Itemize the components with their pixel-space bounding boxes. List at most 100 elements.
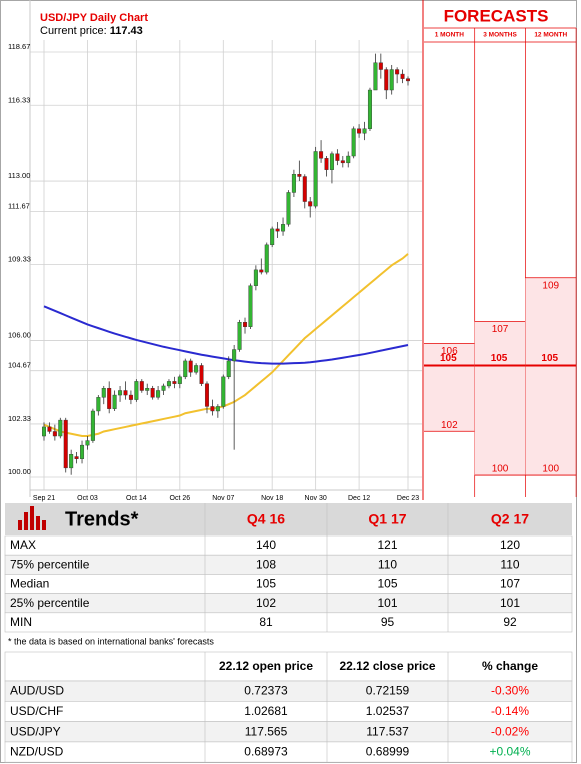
candle-body <box>335 153 340 161</box>
prices-change: -0.14% <box>491 704 529 718</box>
current-price-value: 117.43 <box>110 25 143 37</box>
trends-cell: 102 <box>256 596 276 610</box>
candle-body <box>166 381 171 387</box>
candle-body <box>324 158 329 170</box>
candle-body <box>270 228 275 246</box>
icon-bar <box>30 506 34 530</box>
current-price: Current price: 117.43 <box>40 25 143 37</box>
trends-column-label: Q4 16 <box>247 511 285 527</box>
prices-close: 117.537 <box>366 724 409 738</box>
candle-body <box>134 381 139 400</box>
candle-body <box>58 419 63 437</box>
prices-column-label: 22.12 open price <box>219 659 313 673</box>
trends-row-label: MAX <box>10 538 36 552</box>
prices-row <box>4 700 573 722</box>
prices-pair: AUD/USD <box>10 684 64 698</box>
y-tick-label: 104.67 <box>8 361 31 370</box>
candle-body <box>210 406 215 412</box>
trends-row-label: 75% percentile <box>10 557 90 571</box>
prices-change: -0.02% <box>491 724 529 738</box>
trends-row <box>4 593 573 614</box>
candle-body <box>297 174 302 177</box>
candle-body <box>395 69 400 75</box>
candle-body <box>107 388 112 409</box>
candle-body <box>378 62 383 70</box>
icon-bar <box>18 520 22 530</box>
candle-body <box>389 69 394 91</box>
x-tick-label: Nov 18 <box>261 495 283 502</box>
x-tick-label: Nov 07 <box>212 495 234 502</box>
candle-body <box>177 376 182 384</box>
candle-body <box>226 360 231 378</box>
candle-body <box>199 365 204 384</box>
candle-body <box>150 388 155 398</box>
trends-cell: 101 <box>500 596 520 610</box>
trends-icon <box>18 506 46 530</box>
forecast-low-label: 100 <box>492 464 509 475</box>
candle-body <box>232 349 237 362</box>
trends-cell: 95 <box>381 615 395 629</box>
trends-column-label: Q1 17 <box>368 511 406 527</box>
trends-row <box>4 612 573 633</box>
candle-body <box>400 73 405 79</box>
x-tick-label: Sep 21 <box>33 495 55 502</box>
forecast-range <box>525 277 577 476</box>
candle-body <box>172 381 177 384</box>
forecast-high-label: 109 <box>542 280 559 291</box>
candle-body <box>313 151 318 207</box>
candle-body <box>308 201 313 207</box>
candle-body <box>253 269 258 286</box>
x-tick-label: Oct 14 <box>126 495 147 502</box>
forecast-range <box>424 343 475 432</box>
chart-title: USD/JPY Daily Chart <box>40 12 148 24</box>
y-tick-label: 109.33 <box>8 255 31 264</box>
y-tick-label: 116.33 <box>8 95 30 104</box>
forecast-median-label: 105 <box>541 353 558 364</box>
trends-row-label: MIN <box>10 615 32 629</box>
moving-average <box>43 253 409 438</box>
y-tick-label: 113.00 <box>8 171 30 180</box>
y-tick-label: 102.33 <box>8 414 31 423</box>
candle-body <box>139 381 144 391</box>
y-tick-label: 106.00 <box>8 330 31 339</box>
candle-body <box>384 69 389 91</box>
icon-bar <box>42 520 46 530</box>
forecast-range <box>474 321 526 476</box>
forecasts-title: FORECASTS <box>444 6 549 25</box>
candle-body <box>329 153 334 170</box>
prices-open: 0.72373 <box>244 684 288 698</box>
forecast-median-label: 105 <box>491 353 508 364</box>
candle-body <box>367 89 372 129</box>
trends-header <box>5 503 572 535</box>
candle-body <box>237 322 242 350</box>
forecast-column-label: 3 MONTHS <box>483 32 517 39</box>
trends-cell: 140 <box>256 538 276 552</box>
candle-body <box>52 431 57 437</box>
x-tick-label: Dec 23 <box>397 495 419 502</box>
candle-body <box>85 440 90 446</box>
candle-body <box>188 360 193 373</box>
y-tick-label: 111.67 <box>8 201 30 210</box>
prices-open: 117.565 <box>245 724 288 738</box>
candle-body <box>346 155 351 164</box>
candle-body <box>362 128 367 134</box>
candle-body <box>42 426 47 437</box>
prices-close: 1.02537 <box>366 704 410 718</box>
trends-column-label: Q2 17 <box>491 511 529 527</box>
trends-note: * the data is based on international ban… <box>8 636 214 646</box>
prices-close: 0.68999 <box>366 745 410 759</box>
forecast-high-label: 106 <box>441 346 458 357</box>
forecast-column-label: 1 MONTH <box>435 32 465 39</box>
candle-body <box>118 390 123 396</box>
candle-body <box>286 192 291 225</box>
candle-body <box>259 269 264 273</box>
forecast-high-label: 107 <box>492 324 509 335</box>
moving-average <box>43 305 409 365</box>
candle-body <box>123 390 128 396</box>
x-tick-label: Oct 03 <box>77 495 98 502</box>
candle-body <box>248 285 253 327</box>
y-tick-label: 118.67 <box>8 42 30 51</box>
candle-body <box>215 406 220 412</box>
candle-body <box>373 62 378 91</box>
